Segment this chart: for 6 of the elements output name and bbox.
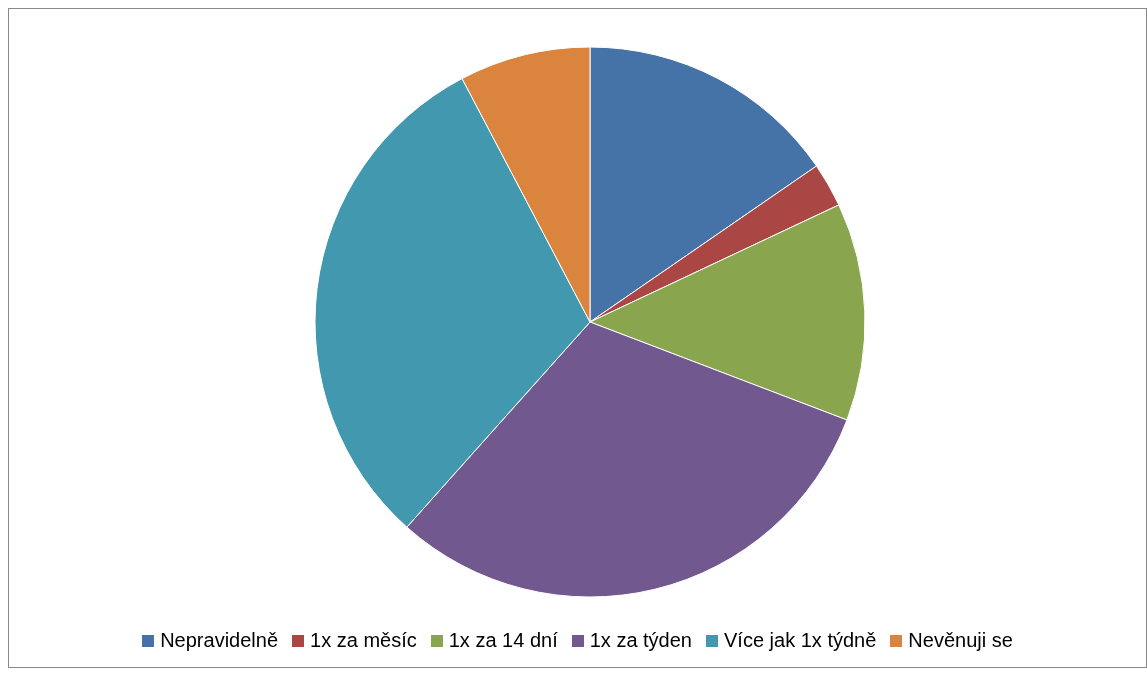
legend-label: 1x za týden	[589, 629, 692, 652]
legend-label: Více jak 1x týdně	[724, 629, 877, 652]
legend-label: Nepravidelně	[160, 629, 279, 652]
legend-label: 1x za 14 dní	[448, 629, 558, 652]
legend-label: Nevěnuji se	[908, 629, 1013, 652]
legend-label: 1x za měsíc	[310, 629, 417, 652]
